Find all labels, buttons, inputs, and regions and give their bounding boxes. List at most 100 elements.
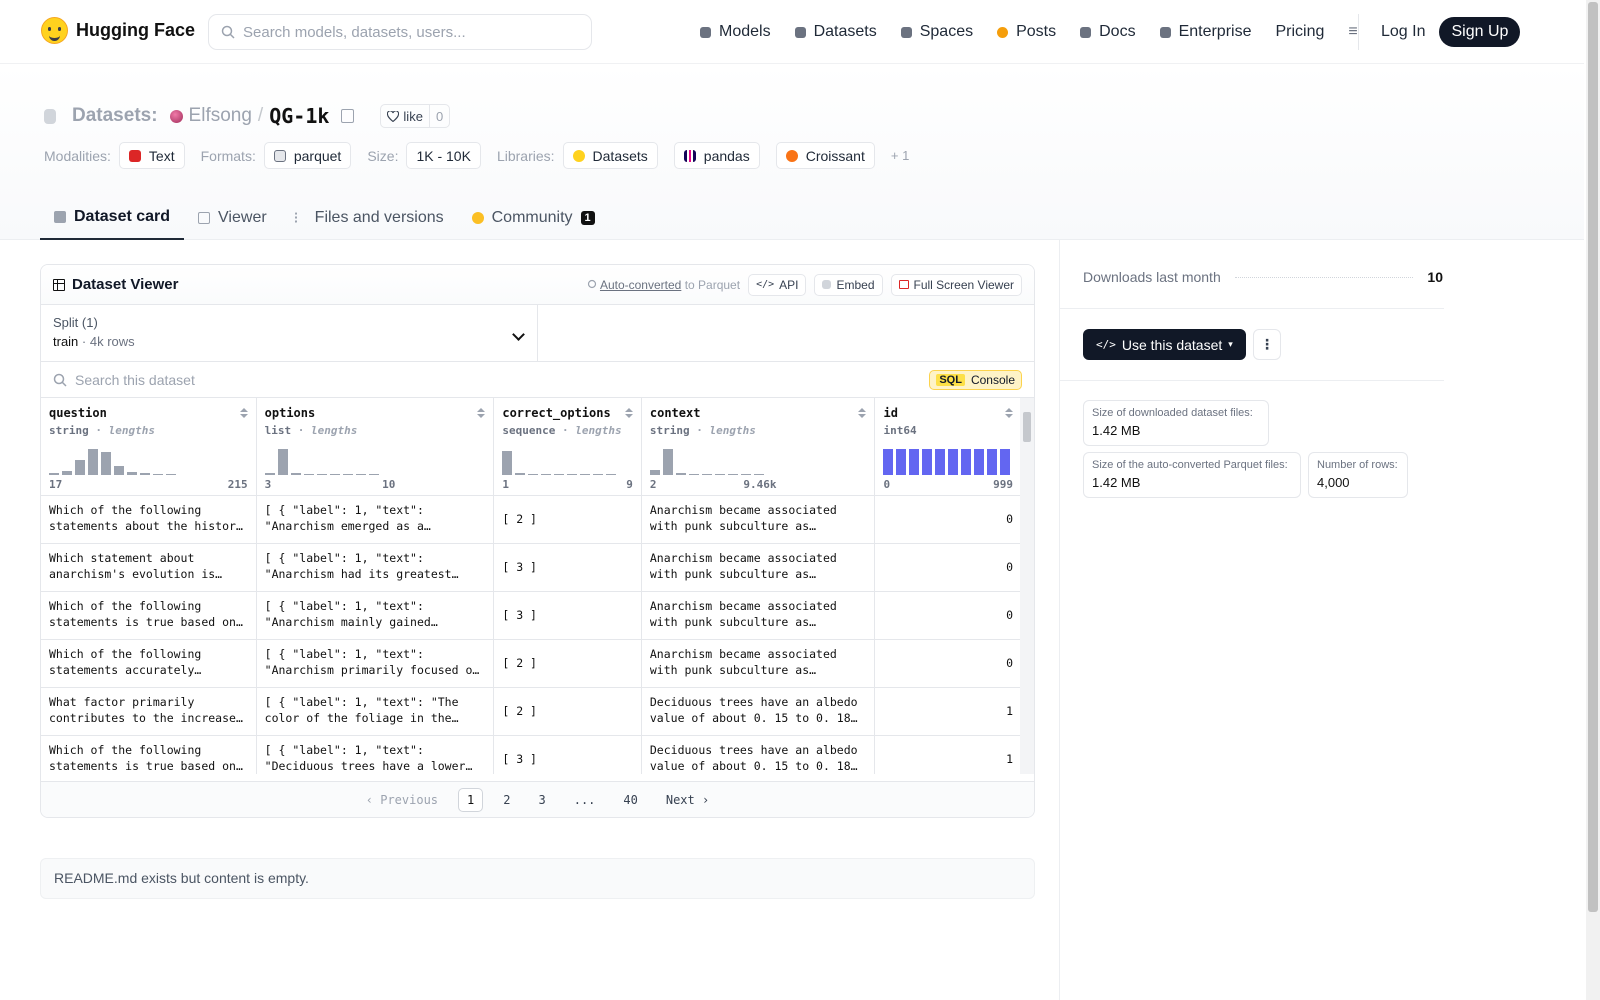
table-row[interactable]: Which of the following statements is tru… bbox=[41, 591, 1022, 640]
signup-button[interactable]: Sign Up bbox=[1439, 17, 1521, 47]
histogram-bar[interactable] bbox=[593, 473, 604, 475]
page-button[interactable]: 2 bbox=[503, 792, 511, 807]
cell-question[interactable]: Which of the following statements accura… bbox=[41, 639, 257, 688]
sql-console-button[interactable]: SQL Console bbox=[929, 369, 1022, 390]
cell-question[interactable]: Which statement about anarchism's evolut… bbox=[41, 543, 257, 592]
histogram-bar[interactable] bbox=[714, 473, 725, 475]
nav-link-docs[interactable]: Docs bbox=[1080, 23, 1136, 41]
cell-options[interactable]: [ { "label": 1, "text": "Anarchism mainl… bbox=[256, 591, 495, 640]
histogram-bar[interactable] bbox=[753, 473, 764, 475]
cell-correct-options[interactable]: [ 3 ] bbox=[493, 591, 642, 640]
column-header-id[interactable]: id int64 0 999 bbox=[874, 398, 1022, 496]
histogram-bar[interactable] bbox=[140, 472, 150, 475]
histogram-bar[interactable] bbox=[166, 473, 176, 475]
next-page-button[interactable]: Next › bbox=[658, 789, 717, 811]
cell-options[interactable]: [ { "label": 1, "text": "Deciduous trees… bbox=[256, 735, 495, 774]
page-scrollbar[interactable] bbox=[1586, 0, 1600, 1000]
histogram-bar[interactable] bbox=[675, 472, 686, 475]
cell-options[interactable]: [ { "label": 1, "text": "Anarchism prima… bbox=[256, 639, 495, 688]
library-tag-croissant[interactable]: Croissant bbox=[775, 142, 875, 169]
nav-link-enterprise[interactable]: Enterprise bbox=[1159, 23, 1251, 41]
histogram-bar[interactable] bbox=[987, 448, 998, 475]
cell-correct-options[interactable]: [ 2 ] bbox=[493, 687, 642, 736]
histogram-bar[interactable] bbox=[883, 448, 894, 475]
table-row[interactable]: Which of the following statements about … bbox=[41, 495, 1022, 544]
histogram-bar[interactable] bbox=[541, 473, 552, 475]
histogram-bar[interactable] bbox=[896, 448, 907, 475]
histogram-bar[interactable] bbox=[606, 473, 617, 475]
histogram-bar[interactable] bbox=[649, 469, 660, 475]
cell-options[interactable]: [ { "label": 1, "text": "Anarchism emerg… bbox=[256, 495, 495, 544]
global-search-input[interactable] bbox=[243, 23, 573, 41]
histogram-bar[interactable] bbox=[580, 473, 591, 475]
histogram-bar[interactable] bbox=[114, 465, 124, 475]
histogram-bar[interactable] bbox=[727, 473, 738, 475]
cell-id[interactable]: 0 bbox=[874, 495, 1022, 544]
nav-link-spaces[interactable]: Spaces bbox=[900, 23, 973, 41]
library-tag-pandas[interactable]: pandas bbox=[673, 142, 760, 169]
column-header-question[interactable]: question string · lengths 17 215 bbox=[41, 398, 257, 496]
table-scrollbar-thumb[interactable] bbox=[1023, 412, 1031, 442]
histogram-bar[interactable] bbox=[662, 448, 673, 475]
brand-logo[interactable]: Hugging Face bbox=[41, 17, 195, 44]
histogram-bar[interactable] bbox=[974, 448, 985, 475]
histogram-bar[interactable] bbox=[316, 473, 327, 475]
histogram-bar[interactable] bbox=[701, 473, 712, 475]
dataset-search-input[interactable] bbox=[75, 371, 875, 388]
nav-link-models[interactable]: Models bbox=[700, 23, 771, 41]
histogram-bar[interactable] bbox=[75, 459, 85, 475]
cell-id[interactable]: 0 bbox=[874, 591, 1022, 640]
histogram-bar[interactable] bbox=[528, 473, 539, 475]
nav-link-pricing[interactable]: Pricing bbox=[1275, 23, 1324, 41]
more-libraries[interactable]: + 1 bbox=[890, 148, 910, 163]
histogram-bar[interactable] bbox=[277, 448, 288, 475]
cell-context[interactable]: Anarchism became associated with punk su… bbox=[641, 543, 876, 592]
auto-converted-link[interactable]: Auto-converted bbox=[599, 277, 682, 292]
page-button[interactable]: 3 bbox=[538, 792, 546, 807]
nav-link-datasets[interactable]: Datasets bbox=[794, 23, 877, 41]
cell-question[interactable]: What factor primarily contributes to the… bbox=[41, 687, 257, 736]
more-options-button[interactable]: ⋮ bbox=[1253, 329, 1281, 360]
histogram-bar[interactable] bbox=[368, 473, 379, 475]
tab-dataset-card[interactable]: Dataset card bbox=[40, 196, 185, 240]
page-scrollbar-thumb[interactable] bbox=[1588, 2, 1598, 912]
histogram-bar[interactable] bbox=[101, 451, 111, 475]
histogram-bar[interactable] bbox=[264, 472, 275, 475]
tab-files[interactable]: Files and versions bbox=[281, 196, 458, 240]
histogram-bar[interactable] bbox=[290, 472, 301, 475]
histogram-bar[interactable] bbox=[922, 448, 933, 475]
format-tag[interactable]: parquet bbox=[263, 142, 352, 169]
embed-button[interactable]: Embed bbox=[814, 273, 883, 296]
table-row[interactable]: Which of the following statements is tru… bbox=[41, 735, 1022, 774]
cell-correct-options[interactable]: [ 3 ] bbox=[493, 735, 642, 774]
use-dataset-button[interactable]: </> Use this dataset ▾ bbox=[1083, 329, 1246, 360]
cell-context[interactable]: Deciduous trees have an albedo value of … bbox=[641, 687, 876, 736]
cell-context[interactable]: Anarchism became associated with punk su… bbox=[641, 495, 876, 544]
tab-community[interactable]: Community 1 bbox=[458, 196, 609, 240]
page-button[interactable]: 40 bbox=[623, 792, 638, 807]
cell-context[interactable]: Anarchism became associated with punk su… bbox=[641, 639, 876, 688]
nav-link-posts[interactable]: Posts bbox=[997, 23, 1056, 41]
api-button[interactable]: </> API bbox=[748, 273, 807, 296]
cell-question[interactable]: Which of the following statements is tru… bbox=[41, 591, 257, 640]
dataset-name[interactable]: QG-1k bbox=[269, 104, 330, 128]
page-button[interactable]: 1 bbox=[458, 787, 484, 812]
table-row[interactable]: What factor primarily contributes to the… bbox=[41, 687, 1022, 736]
histogram-bar[interactable] bbox=[688, 473, 699, 475]
histogram-bar[interactable] bbox=[935, 448, 946, 475]
histogram-bar[interactable] bbox=[49, 472, 59, 475]
cell-context[interactable]: Deciduous trees have an albedo value of … bbox=[641, 735, 876, 774]
histogram-bar[interactable] bbox=[554, 473, 565, 475]
tab-viewer[interactable]: Viewer bbox=[184, 196, 281, 240]
histogram-bar[interactable] bbox=[567, 473, 578, 475]
histogram-bar[interactable] bbox=[740, 473, 751, 475]
cell-question[interactable]: Which of the following statements is tru… bbox=[41, 735, 257, 774]
prev-page-button[interactable]: ‹ Previous bbox=[358, 789, 446, 811]
histogram-bar[interactable] bbox=[342, 473, 353, 475]
histogram-bar[interactable] bbox=[909, 448, 920, 475]
table-scrollbar[interactable] bbox=[1020, 398, 1034, 774]
column-header-correct_options[interactable]: correct_options sequence · lengths 1 9 bbox=[493, 398, 642, 496]
cell-options[interactable]: [ { "label": 1, "text": "Anarchism had i… bbox=[256, 543, 495, 592]
histogram-bar[interactable] bbox=[88, 448, 98, 475]
histogram-bar[interactable] bbox=[948, 448, 959, 475]
